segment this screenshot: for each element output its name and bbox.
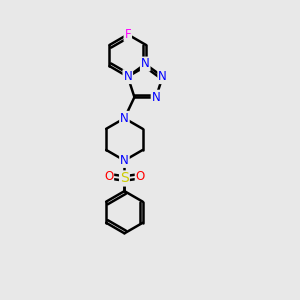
Text: N: N xyxy=(123,70,132,83)
Text: N: N xyxy=(158,70,167,83)
Text: S: S xyxy=(120,171,129,185)
Text: N: N xyxy=(120,154,129,167)
Text: N: N xyxy=(152,91,160,104)
Text: O: O xyxy=(104,170,113,183)
Text: N: N xyxy=(120,112,129,125)
Text: N: N xyxy=(141,58,150,70)
Text: O: O xyxy=(136,170,145,183)
Text: F: F xyxy=(124,28,131,41)
